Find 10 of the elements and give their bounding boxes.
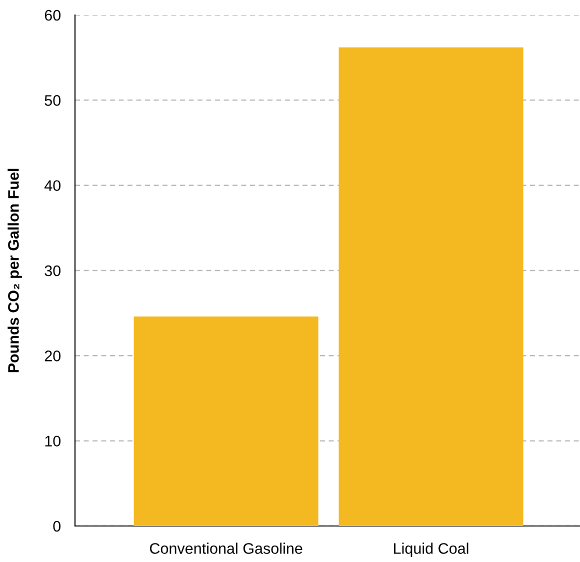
x-tick-label: Conventional Gasoline	[150, 542, 302, 554]
y-tick-label: 50	[44, 95, 61, 106]
y-tick-label: 40	[44, 180, 61, 192]
y-tick-label: 60	[44, 10, 61, 21]
y-axis-title: Pounds CO₂ per Gallon Fuel	[8, 168, 22, 372]
y-tick-label: 0	[53, 520, 61, 532]
y-tick-label: 20	[44, 350, 61, 362]
y-tick-label: 10	[45, 436, 61, 447]
y-tick-label: 30	[44, 265, 61, 276]
x-tick-label: Liquid Coal	[394, 542, 468, 557]
